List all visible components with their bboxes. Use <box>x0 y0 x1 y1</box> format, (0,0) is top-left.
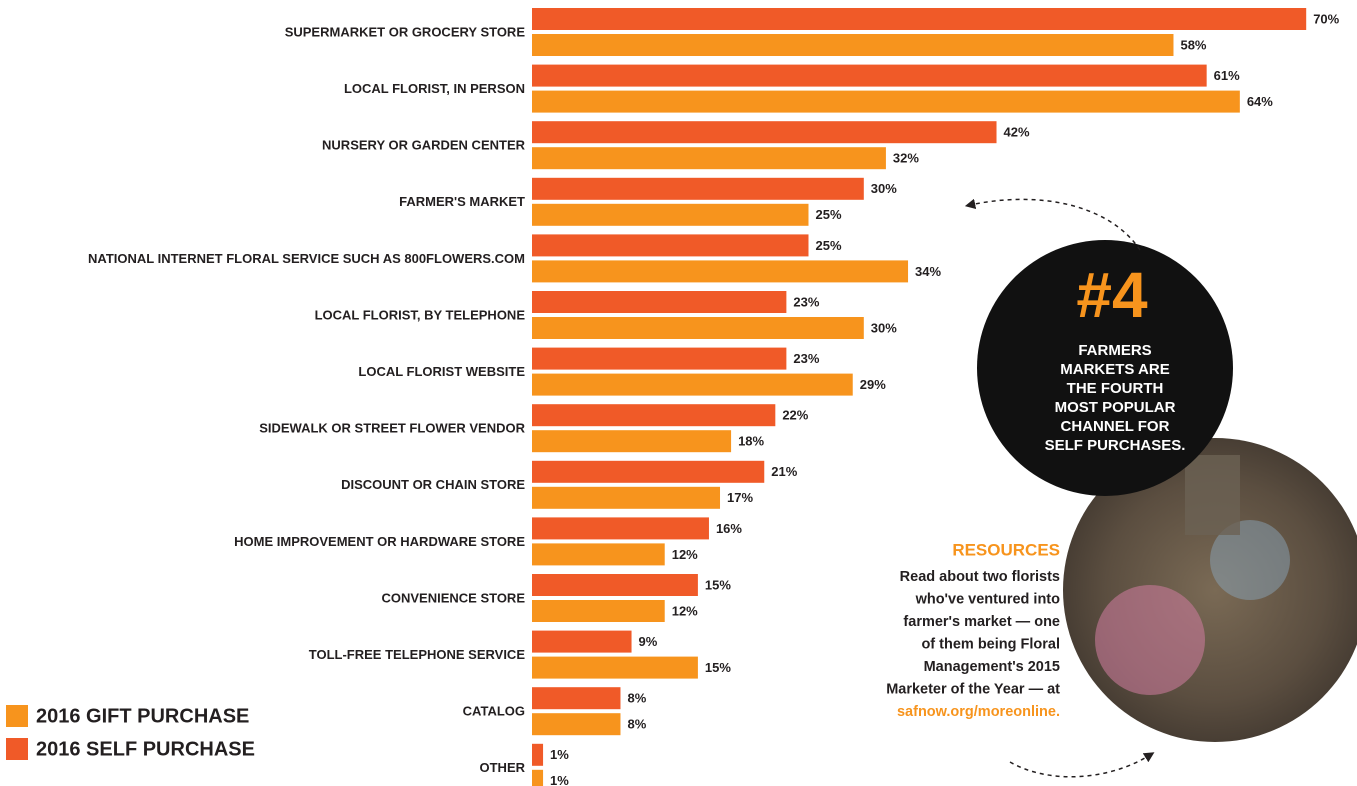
legend-swatch <box>6 705 28 727</box>
bar <box>532 8 1307 30</box>
value-label: 34% <box>915 264 941 279</box>
value-label: 1% <box>550 773 569 786</box>
resources-text: of them being Floral <box>921 636 1060 652</box>
value-label: 8% <box>627 717 646 732</box>
value-label: 16% <box>716 521 742 536</box>
bar <box>532 177 864 200</box>
bar <box>532 687 621 710</box>
bar <box>532 147 886 170</box>
bar <box>532 34 1174 56</box>
category-label: OTHER <box>480 760 526 775</box>
bar <box>532 769 544 786</box>
callout-text: FARMERS <box>1078 342 1151 359</box>
category-label: CONVENIENCE STORE <box>381 590 525 605</box>
category-label: NURSERY OR GARDEN CENTER <box>322 138 526 153</box>
category-label: NATIONAL INTERNET FLORAL SERVICE SUCH AS… <box>88 251 525 266</box>
bar <box>532 600 665 622</box>
value-label: 9% <box>639 634 658 649</box>
value-label: 17% <box>727 490 753 505</box>
callout-text: SELF PURCHASES. <box>1045 437 1186 454</box>
value-label: 22% <box>782 408 808 423</box>
value-label: 15% <box>705 577 731 592</box>
bar <box>532 743 544 766</box>
value-label: 70% <box>1313 11 1339 26</box>
category-label: FARMER'S MARKET <box>399 194 525 209</box>
value-label: 23% <box>793 294 819 309</box>
value-label: 42% <box>1004 125 1030 140</box>
callout-circle <box>977 240 1233 496</box>
bar <box>532 121 997 144</box>
bar <box>532 90 1240 113</box>
legend-label: 2016 GIFT PURCHASE <box>36 705 249 727</box>
value-label: 61% <box>1214 68 1240 83</box>
bar <box>532 234 809 257</box>
value-label: 25% <box>816 207 842 222</box>
arrow <box>964 198 1141 251</box>
bar <box>532 630 632 653</box>
value-label: 58% <box>1180 37 1206 52</box>
bar <box>532 317 864 339</box>
bar <box>532 347 787 370</box>
value-label: 1% <box>550 747 569 762</box>
legend-swatch <box>6 738 28 760</box>
arrow <box>1009 752 1155 778</box>
bar <box>532 404 776 427</box>
callout-text: THE FOURTH <box>1067 380 1164 397</box>
bar <box>532 486 721 509</box>
resources-text: Marketer of the Year — at <box>886 681 1060 697</box>
category-label: SUPERMARKET OR GROCERY STORE <box>285 24 526 39</box>
bar <box>532 373 853 396</box>
category-label: LOCAL FLORIST WEBSITE <box>358 364 525 379</box>
category-label: LOCAL FLORIST, BY TELEPHONE <box>315 307 526 322</box>
bar <box>532 460 765 483</box>
bar <box>532 517 709 540</box>
resources-text: Read about two florists <box>900 569 1060 585</box>
photo <box>1063 438 1357 742</box>
callout-text: CHANNEL FOR <box>1061 418 1170 435</box>
resources-text: farmer's market — one <box>903 614 1060 630</box>
bar <box>532 430 732 453</box>
value-label: 21% <box>771 464 797 479</box>
value-label: 25% <box>816 238 842 253</box>
resources-text: who've ventured into <box>915 591 1061 607</box>
resources-title: RESOURCES <box>952 540 1060 559</box>
resources-text: Management's 2015 <box>924 659 1060 675</box>
value-label: 8% <box>627 691 646 706</box>
value-label: 64% <box>1247 94 1273 109</box>
value-label: 18% <box>738 434 764 449</box>
resources-link: safnow.org/moreonline. <box>897 704 1060 720</box>
category-label: LOCAL FLORIST, IN PERSON <box>344 81 525 96</box>
value-label: 12% <box>672 603 698 618</box>
value-label: 30% <box>871 181 897 196</box>
value-label: 30% <box>871 320 897 335</box>
bar <box>532 543 665 566</box>
bar <box>532 574 698 596</box>
callout-text: MOST POPULAR <box>1055 399 1176 416</box>
category-label: CATALOG <box>463 704 525 719</box>
bar <box>532 203 809 226</box>
callout-number: #4 <box>1076 259 1148 331</box>
category-label: SIDEWALK OR STREET FLOWER VENDOR <box>259 421 525 436</box>
value-label: 23% <box>793 351 819 366</box>
callout-text: MARKETS ARE <box>1060 361 1169 378</box>
category-label: DISCOUNT OR CHAIN STORE <box>341 477 525 492</box>
bar <box>532 291 787 313</box>
bar <box>532 260 909 283</box>
bar <box>532 656 698 679</box>
category-label: HOME IMPROVEMENT OR HARDWARE STORE <box>234 534 525 549</box>
legend-label: 2016 SELF PURCHASE <box>36 738 255 760</box>
bar <box>532 64 1207 87</box>
category-label: TOLL-FREE TELEPHONE SERVICE <box>309 647 526 662</box>
value-label: 32% <box>893 151 919 166</box>
value-label: 15% <box>705 660 731 675</box>
value-label: 12% <box>672 547 698 562</box>
bar <box>532 713 621 736</box>
value-label: 29% <box>860 377 886 392</box>
